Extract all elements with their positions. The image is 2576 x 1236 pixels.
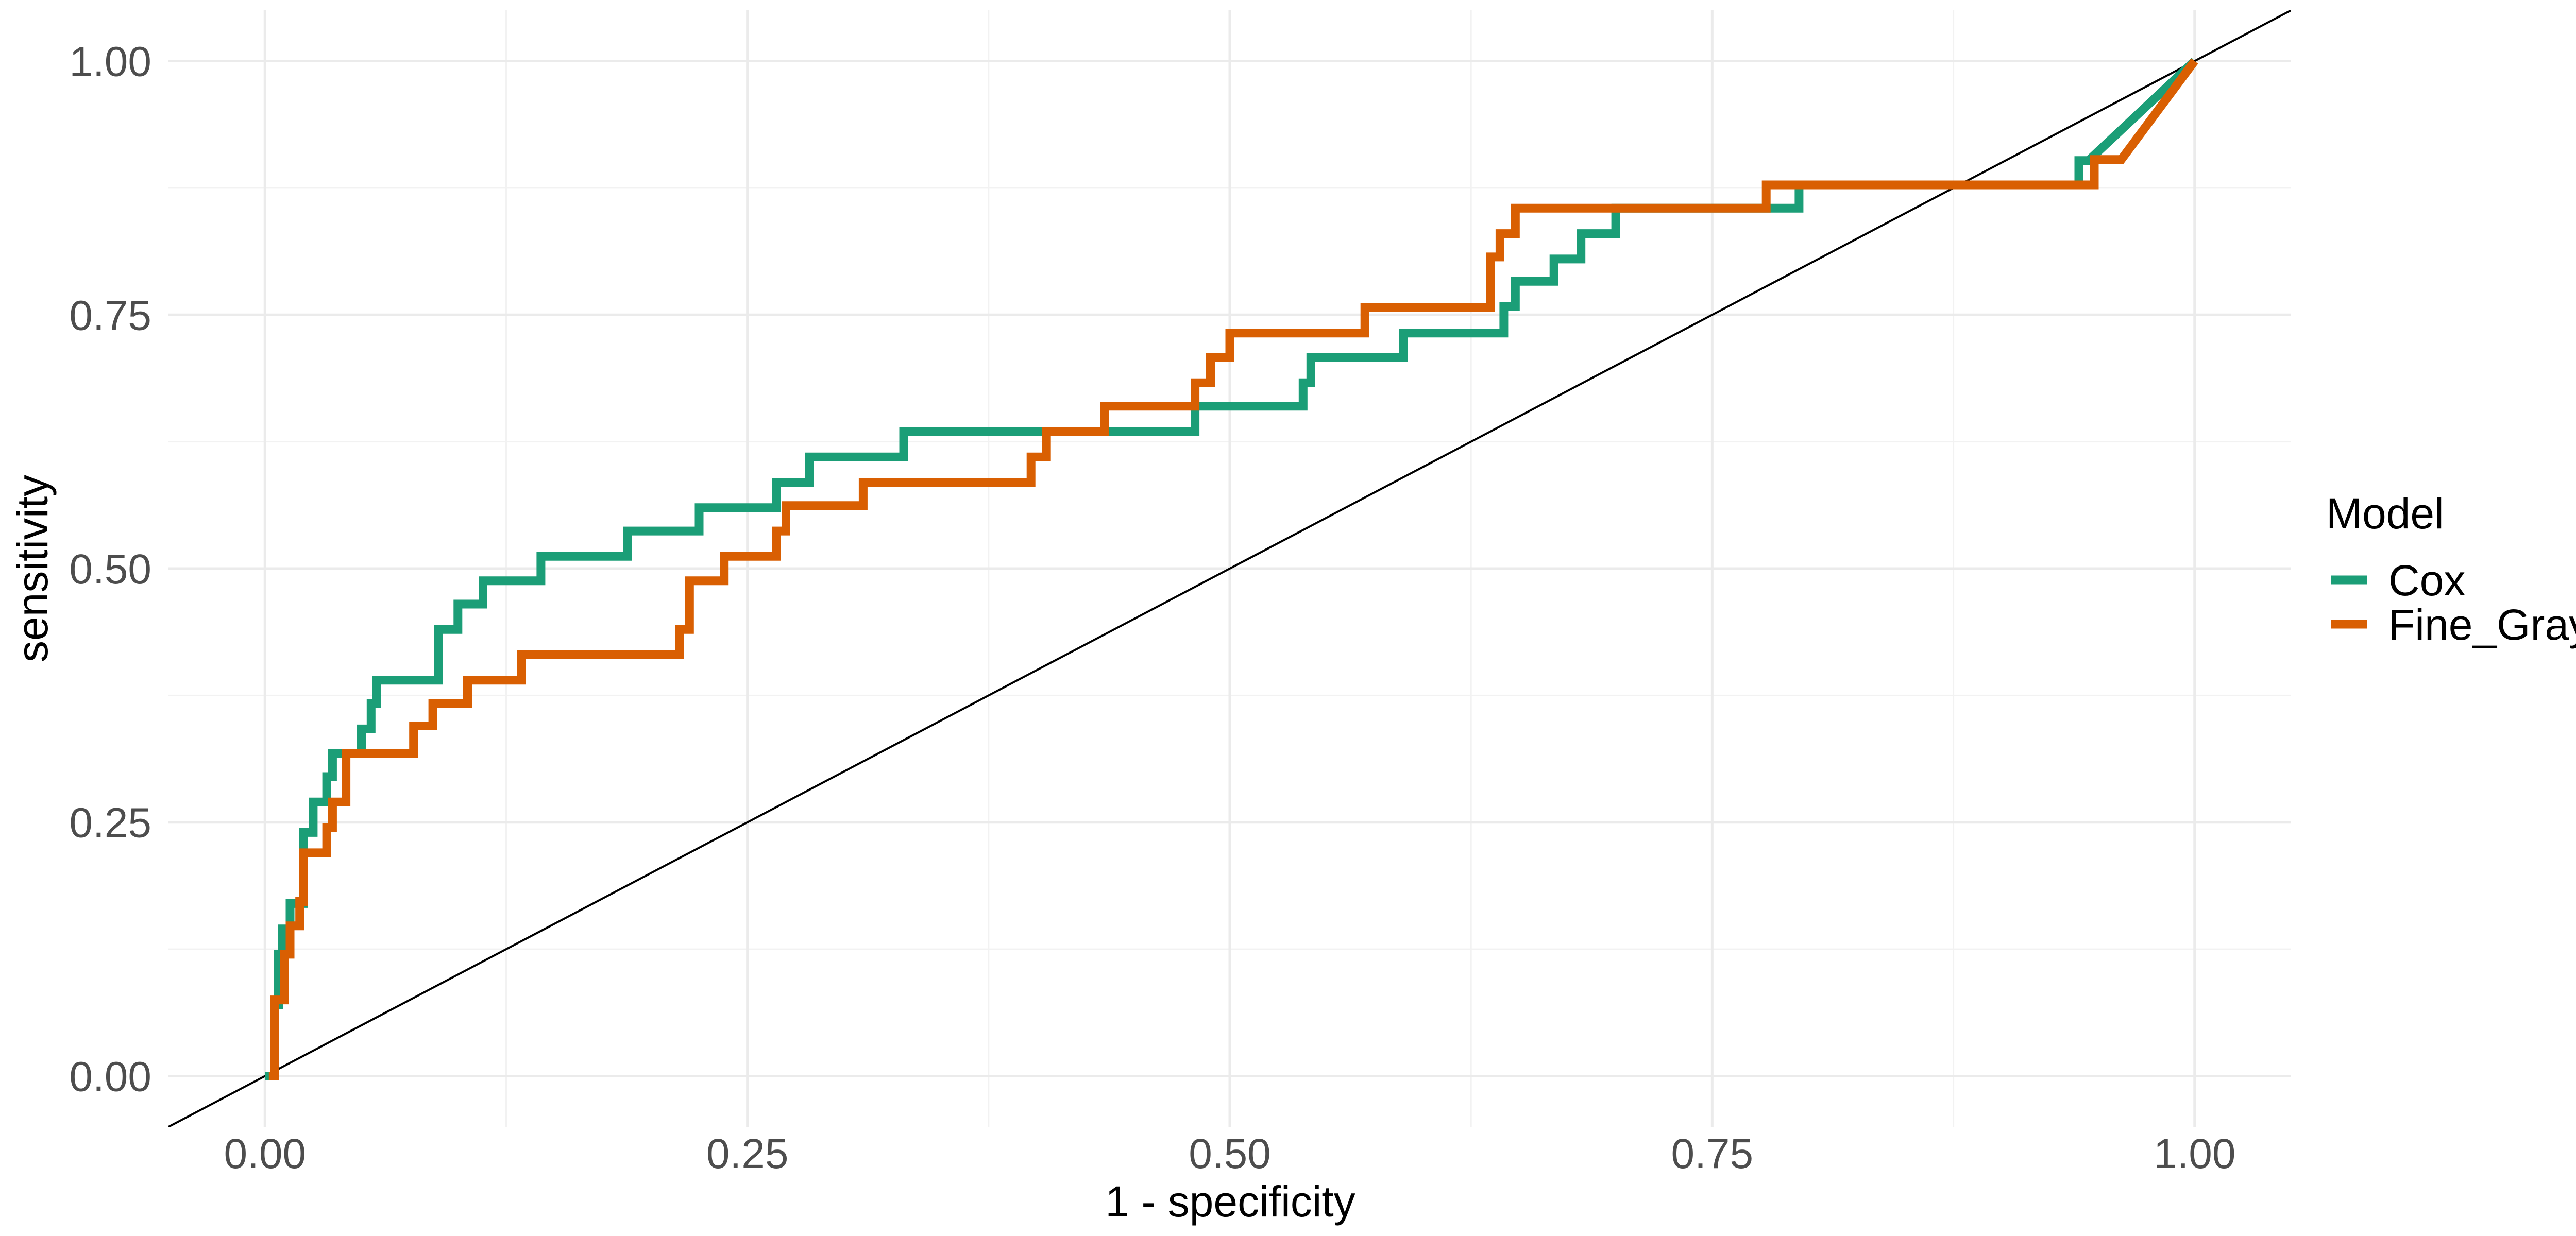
- legend: Model Cox Fine_Gray: [2326, 489, 2576, 649]
- y-tick-label: 1.00: [69, 39, 151, 85]
- x-axis-tick-labels: 0.00 0.25 0.50 0.75 1.00: [224, 1130, 2235, 1177]
- x-axis-title: 1 - specificity: [1105, 1177, 1355, 1226]
- legend-title: Model: [2326, 489, 2444, 538]
- x-tick-label: 0.50: [1189, 1130, 1271, 1177]
- y-tick-label: 0.00: [69, 1053, 151, 1100]
- x-tick-label: 1.00: [2154, 1130, 2236, 1177]
- x-tick-label: 0.75: [1671, 1130, 1754, 1177]
- y-axis-title: sensitivity: [8, 475, 57, 662]
- series-line-cox: [265, 58, 2198, 1080]
- plot-panel: [168, 10, 2291, 1127]
- y-tick-label: 0.75: [69, 292, 151, 339]
- y-axis-tick-labels: 0.00 0.25 0.50 0.75 1.00: [69, 39, 151, 1101]
- y-tick-label: 0.50: [69, 546, 151, 593]
- x-tick-label: 0.25: [706, 1130, 789, 1177]
- x-tick-label: 0.00: [224, 1130, 306, 1177]
- reference-diagonal-line: [168, 10, 2291, 1127]
- series-line-fine-gray: [268, 58, 2198, 1080]
- legend-label-cox: Cox: [2388, 556, 2465, 605]
- legend-label-fine-gray: Fine_Gray: [2388, 600, 2576, 649]
- y-tick-label: 0.25: [69, 800, 151, 847]
- major-gridlines: [168, 10, 2291, 1127]
